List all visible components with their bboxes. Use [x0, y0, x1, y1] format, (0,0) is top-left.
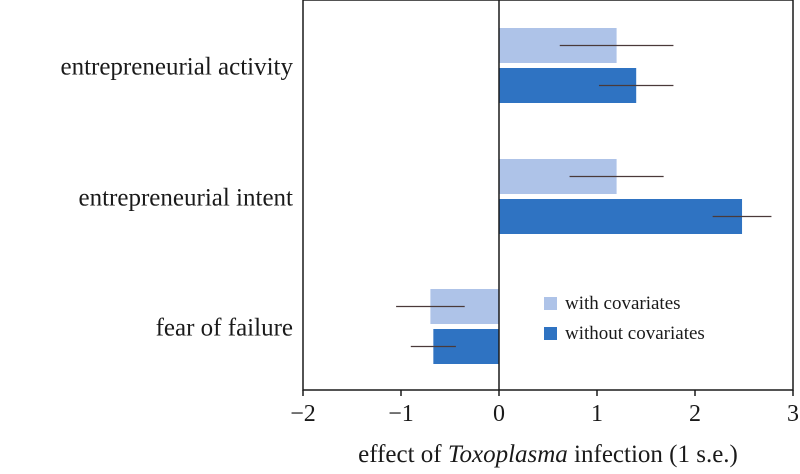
legend-label-0: with covariates [565, 293, 681, 314]
category-labels: entrepreneurial activity entrepreneurial … [60, 54, 293, 342]
x-tick-label: 3 [787, 401, 799, 427]
x-axis-title: effect of Toxoplasma infection (1 s.e.) [358, 441, 738, 468]
category-label-2: fear of failure [156, 315, 293, 342]
legend-swatch-1 [544, 327, 557, 340]
legend: with covariates without covariates [544, 293, 705, 344]
legend-swatch-0 [544, 297, 557, 310]
x-tick-label: 0 [493, 401, 505, 427]
x-tick-label: −2 [290, 401, 316, 427]
bar-without-covariates-1 [499, 199, 743, 234]
x-tick-label: −1 [388, 401, 414, 427]
category-label-0: entrepreneurial activity [60, 54, 293, 81]
legend-label-1: without covariates [565, 323, 705, 344]
x-tick-label: 1 [591, 401, 603, 427]
plot-frame [302, 0, 794, 391]
error-bars-layer [396, 44, 772, 348]
category-label-1: entrepreneurial intent [79, 185, 294, 212]
x-tick-label: 2 [689, 401, 701, 427]
x-axis-title-prefix: effect of [358, 441, 448, 468]
x-axis-ticks: −2 −1 0 1 2 3 [290, 390, 799, 427]
x-axis-title-suffix: infection (1 s.e.) [568, 441, 738, 468]
x-axis-title-italic: Toxoplasma [448, 441, 568, 468]
